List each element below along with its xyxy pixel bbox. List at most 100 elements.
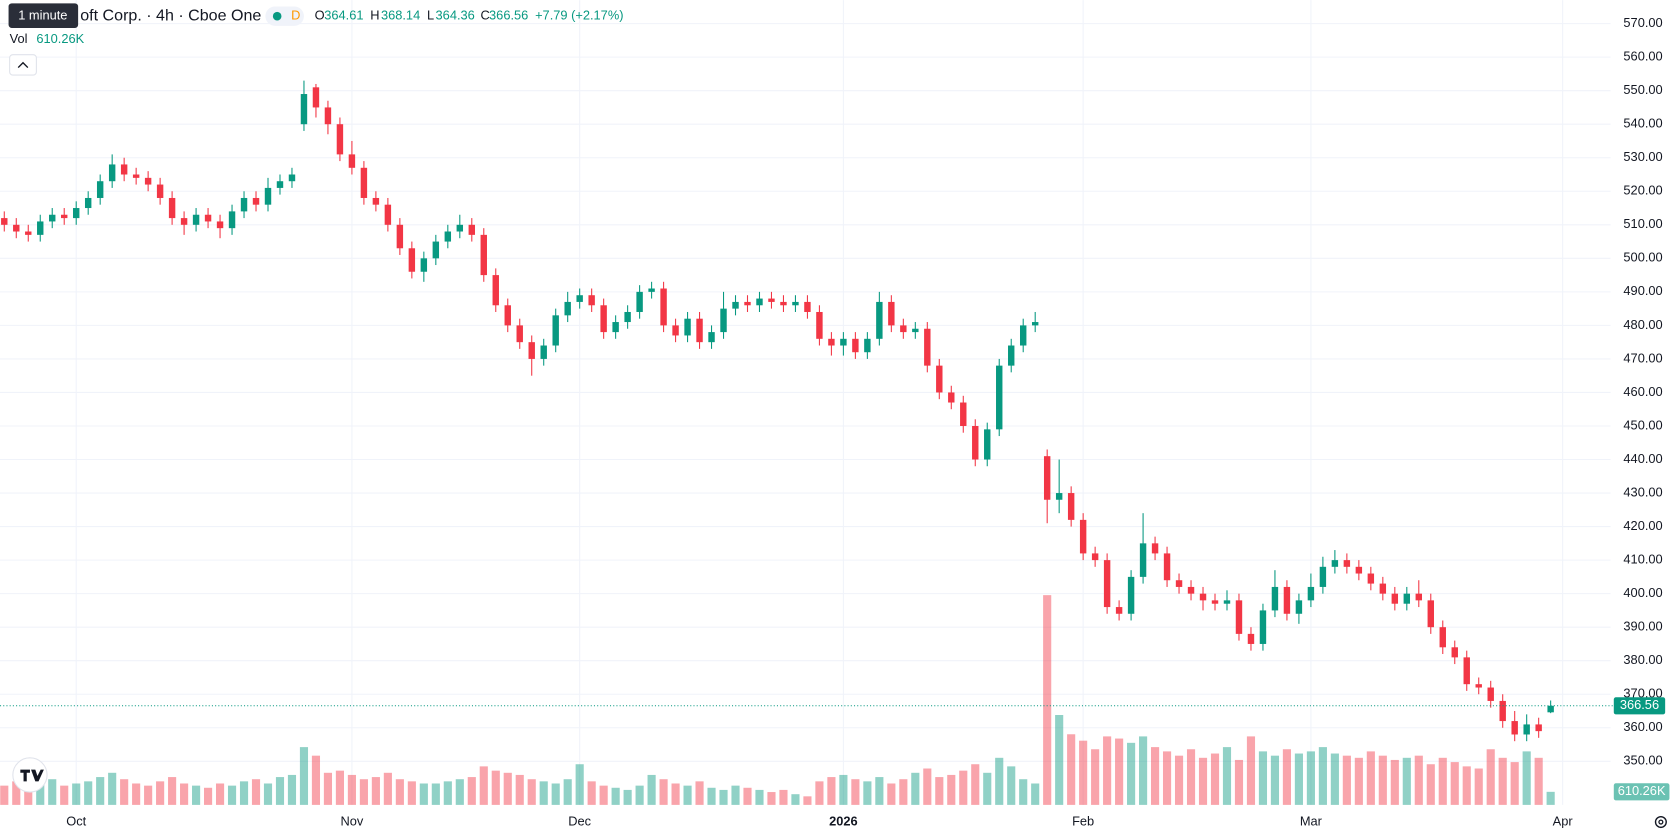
volume-bar [923,768,932,805]
volume-bar [899,779,908,805]
candle-body [1043,456,1051,500]
volume-bar [575,764,584,805]
candle-body [1151,543,1159,554]
tooltip-box [8,3,79,28]
y-tick-label: 560.00 [1623,49,1662,64]
candle-body [1367,573,1375,584]
volume-bar [1031,783,1040,805]
candle-body [996,365,1003,430]
symbol[interactable]: oft Corp. · 4h · Cboe One [80,6,261,24]
volume-bar [743,787,752,805]
volume-bar [383,772,392,805]
volume-layer [0,595,1555,805]
candle-body [276,181,284,188]
candle-body [192,214,200,225]
volume-bar [611,787,620,805]
volume-bar [839,774,848,805]
candle-body [936,365,943,393]
volume-bar [1115,738,1124,805]
candle-body [720,308,727,333]
candle-body [876,301,883,339]
candle-body [1211,600,1219,604]
volume-bar [887,783,896,805]
candle-body [144,177,152,185]
volume-bar [1234,759,1244,805]
volume-bar [1222,747,1232,805]
volume-bar [695,781,704,805]
volume-bar [791,794,800,805]
x-tick-label: Feb [1072,813,1094,828]
candle-body [1223,600,1231,604]
candle-body [324,107,332,125]
candle-body [84,197,92,209]
y-tick-label: 440.00 [1623,451,1662,466]
candle-body [552,315,559,346]
settings-icon[interactable] [1654,815,1667,829]
candle-body [504,305,511,326]
volume-bar [755,789,764,805]
candle-body [25,231,32,235]
candle-body [1259,610,1267,644]
volume-bar [875,777,884,805]
candle-body [216,221,224,229]
candle-body [1535,724,1542,732]
volume-bar [1246,736,1256,805]
candle-body [780,301,787,306]
collapse-button[interactable] [9,54,37,76]
candle-body [840,338,847,346]
y-tick-label: 350.00 [1623,753,1662,768]
candle-body [480,234,487,276]
candle-body [888,301,895,326]
candle-body [672,325,679,336]
volume-bar [263,783,273,805]
volume-bar [515,774,524,805]
candle-body [576,295,583,302]
y-tick-label: 490.00 [1623,283,1662,298]
volume-bar [1534,757,1543,805]
volume-bar [12,781,21,805]
volume-bar [203,787,213,805]
candle-body [180,218,188,225]
candle-body [528,342,535,359]
candle-body [1067,493,1075,520]
collapse-icon [17,61,29,69]
volume-bar [335,770,344,805]
volume-bar [995,757,1004,805]
candle-body [1475,684,1482,688]
candle-body [1271,586,1279,611]
volume-bar [1270,755,1280,805]
y-tick-label: 520.00 [1623,183,1662,198]
candle-body [1463,657,1470,685]
candle-body [1,218,8,225]
x-tick-label: Mar [1300,813,1323,828]
x-tick-label: 2026 [829,813,858,828]
candle-body [612,322,619,333]
volume-bar [983,772,992,805]
candle-body [1511,721,1518,735]
candle-body [864,338,871,353]
candle-body [396,224,404,249]
candle-body [1019,325,1027,346]
candle-body [1319,566,1327,587]
candle-body [1079,519,1087,554]
volume-bar [647,774,656,805]
volume-bar [120,779,129,805]
volume-bar [96,777,105,805]
volume-bar [407,781,416,805]
volume-bar [971,764,980,805]
volume-bar [1378,755,1387,805]
candle-body [108,164,116,182]
candle-body [1487,687,1494,701]
volume-bar [539,781,548,805]
candle-body [1091,553,1099,561]
y-tick-label: 360.00 [1623,719,1662,734]
candle-body [540,345,547,359]
volume-bar [180,783,189,805]
candle-body [1343,560,1351,567]
candle-body [900,325,907,333]
volume-bar [1390,759,1399,805]
candle-body [792,301,799,306]
candle-body [1391,593,1399,604]
volume-bar [347,774,356,805]
volume-bar [1162,751,1172,805]
